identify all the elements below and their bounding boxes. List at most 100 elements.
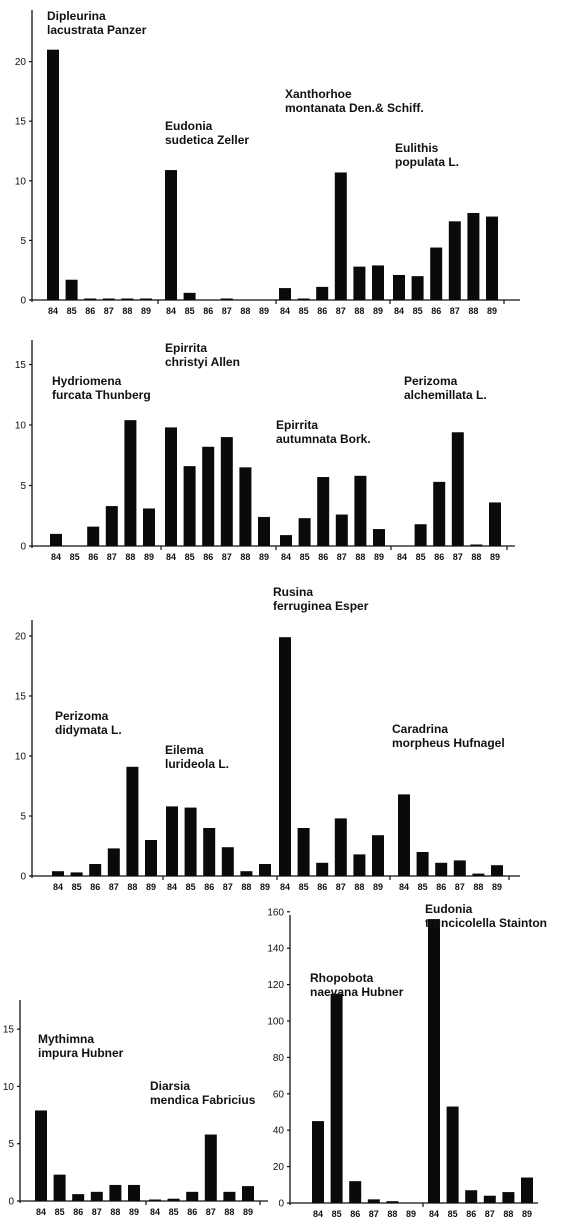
x-tick-label: 88 [473,882,483,892]
x-tick-label: 89 [522,1209,532,1217]
y-tick-label: 60 [273,1089,285,1100]
bar [521,1177,533,1203]
x-tick-label: 87 [92,1207,102,1217]
series-label: Perizoma alchemillata L. [404,374,487,402]
bar [430,247,443,300]
x-tick-label: 85 [413,306,423,316]
bar [414,524,427,546]
series-label: Eulithis populata L. [395,141,459,169]
bar [204,1134,217,1201]
bar [183,466,196,546]
series-caradrina-morpheus-hufnagel: 84 85 86 87 88 89 Caradrina morpheus Hufnagel [392,722,505,892]
x-tick-label: 89 [487,306,497,316]
bar [335,514,348,546]
series-eudonia-truncicolella-stainton: 84 85 86 87 88 89 Eudonia truncicolella Stainto… [425,902,547,1217]
bar [486,216,498,300]
bar [372,835,384,876]
series-label: Hydriomena furcata Thunberg [52,374,151,402]
x-tick-label: 88 [127,882,137,892]
y-tick-label: 0 [20,872,26,883]
y-tick-label: 10 [3,1082,15,1093]
series-label: Diarsia mendica Fabricius [150,1079,256,1107]
y-tick-label: 20 [273,1162,285,1173]
x-tick-label: 86 [204,882,214,892]
x-tick-label: 84 [280,306,290,316]
bar [223,1191,236,1201]
bar [165,427,177,546]
series-dipleurina-lacustrata-panzer: 84 85 86 87 88 89 Dipleurina lacustrata Panzer [47,9,152,316]
x-tick-label: 86 [187,1207,197,1217]
x-tick-label: 88 [240,306,250,316]
x-tick-label: 87 [336,882,346,892]
x-tick-label: 85 [185,552,195,562]
bar [128,1184,140,1201]
x-tick-label: 89 [260,882,270,892]
bar [121,298,134,300]
x-tick-label: 87 [453,552,463,562]
y-tick-label: 15 [15,117,27,128]
bar [316,862,329,876]
x-tick-label: 84 [394,306,404,316]
y-tick-label: 40 [273,1126,285,1137]
x-tick-label: 88 [387,1209,397,1217]
series-label: Eudonia truncicolella Stainton [425,902,547,930]
x-tick-label: 85 [72,882,82,892]
y-tick-label: 5 [20,812,26,823]
x-tick-label: 88 [355,552,365,562]
x-tick-label: 84 [397,552,407,562]
x-tick-label: 89 [374,552,384,562]
x-tick-label: 87 [485,1209,495,1217]
x-tick-label: 85 [185,306,195,316]
x-tick-label: 86 [431,306,441,316]
bar [297,828,310,876]
x-tick-label: 87 [222,306,232,316]
series-label: Mythimna impura Hubner [38,1032,124,1060]
bar [334,818,347,876]
series-rhopobota-naevana-hubner: 84 85 86 87 88 89 Rhopobota naevana Hubner [310,971,416,1217]
x-tick-label: 84 [36,1207,46,1217]
bar [433,481,446,546]
x-tick-label: 86 [203,552,213,562]
bar [279,288,291,300]
x-tick-label: 89 [146,882,156,892]
bar [416,852,429,876]
x-tick-label: 87 [206,1207,216,1217]
series-diarsia-mendica-fabricius: 84 85 86 87 88 89 Diarsia mendica Fabricius [149,1079,256,1217]
x-tick-label: 85 [70,552,80,562]
x-tick-label: 84 [167,882,177,892]
x-tick-label: 87 [107,552,117,562]
x-tick-label: 89 [406,1209,416,1217]
x-tick-label: 87 [337,552,347,562]
x-tick-label: 88 [354,882,364,892]
series-label: Rhopobota naevana Hubner [310,971,404,999]
bar [186,1191,199,1201]
bar [279,637,291,876]
x-tick-label: 85 [416,552,426,562]
x-tick-label: 89 [144,552,154,562]
bar [109,1184,122,1201]
x-tick-label: 87 [222,552,232,562]
bar [124,420,137,546]
x-tick-label: 88 [354,306,364,316]
bar [491,865,503,876]
series-label: Eilema lurideola L. [165,743,229,771]
bar [349,1181,362,1203]
x-tick-label: 85 [169,1207,179,1217]
x-tick-label: 85 [186,882,196,892]
bar [143,508,155,546]
y-tick-label: 15 [15,692,27,703]
bar [35,1110,47,1201]
x-tick-label: 87 [104,306,114,316]
x-tick-label: 84 [51,552,61,562]
y-tick-label: 0 [20,296,26,307]
bar [448,221,461,300]
y-tick-label: 15 [3,1025,15,1036]
bar [367,1199,380,1203]
y-tick-label: 120 [267,980,284,991]
series-label: Xanthorhoe montanata Den.& Schiff. [285,87,424,115]
bar [149,1199,161,1201]
bar [70,872,83,876]
bar [166,806,178,876]
bar [354,475,367,546]
